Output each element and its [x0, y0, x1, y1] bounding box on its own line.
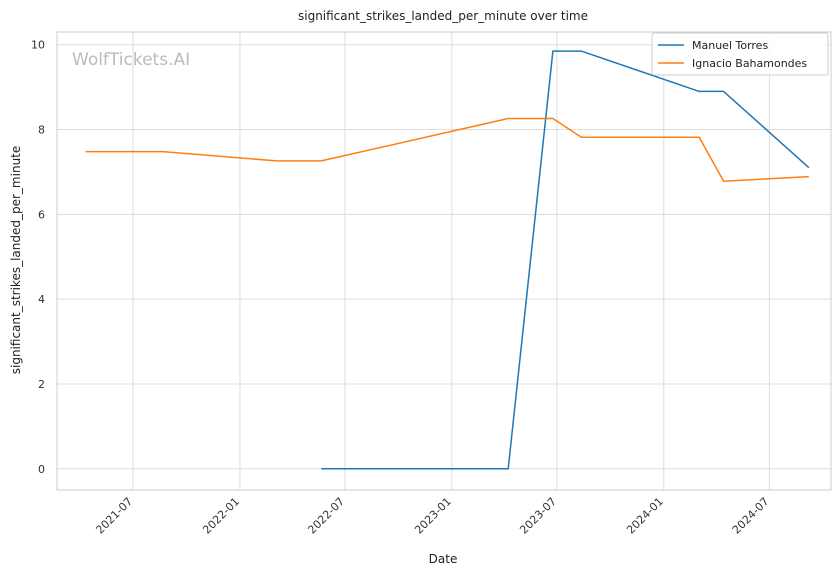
series-line-manuel-torres	[321, 50, 810, 470]
legend-box	[651, 32, 829, 76]
series-layer	[85, 50, 810, 470]
chart-title: significant_strikes_landed_per_minute ov…	[298, 9, 588, 23]
y-axis-label: significant_strikes_landed_per_minute	[9, 146, 23, 375]
legend: Manuel Torres Ignacio Bahamondes	[651, 32, 829, 76]
legend-label-ignacio-bahamondes: Ignacio Bahamondes	[692, 57, 807, 70]
y-tick-label: 6	[38, 208, 45, 221]
series-line-ignacio-bahamondes	[85, 117, 809, 183]
legend-label-manuel-torres: Manuel Torres	[692, 39, 768, 52]
y-tick-label: 0	[38, 463, 45, 476]
y-tick-label: 8	[38, 124, 45, 137]
watermark: WolfTickets.AI	[72, 50, 190, 70]
y-tick-label: 10	[31, 39, 45, 52]
x-axis-label: Date	[429, 552, 458, 566]
plot-frame	[56, 31, 832, 491]
y-axis-ticks: 0 2 4 6 8 10	[31, 39, 45, 476]
y-tick-label: 4	[38, 293, 45, 306]
y-tick-label: 2	[38, 378, 45, 391]
